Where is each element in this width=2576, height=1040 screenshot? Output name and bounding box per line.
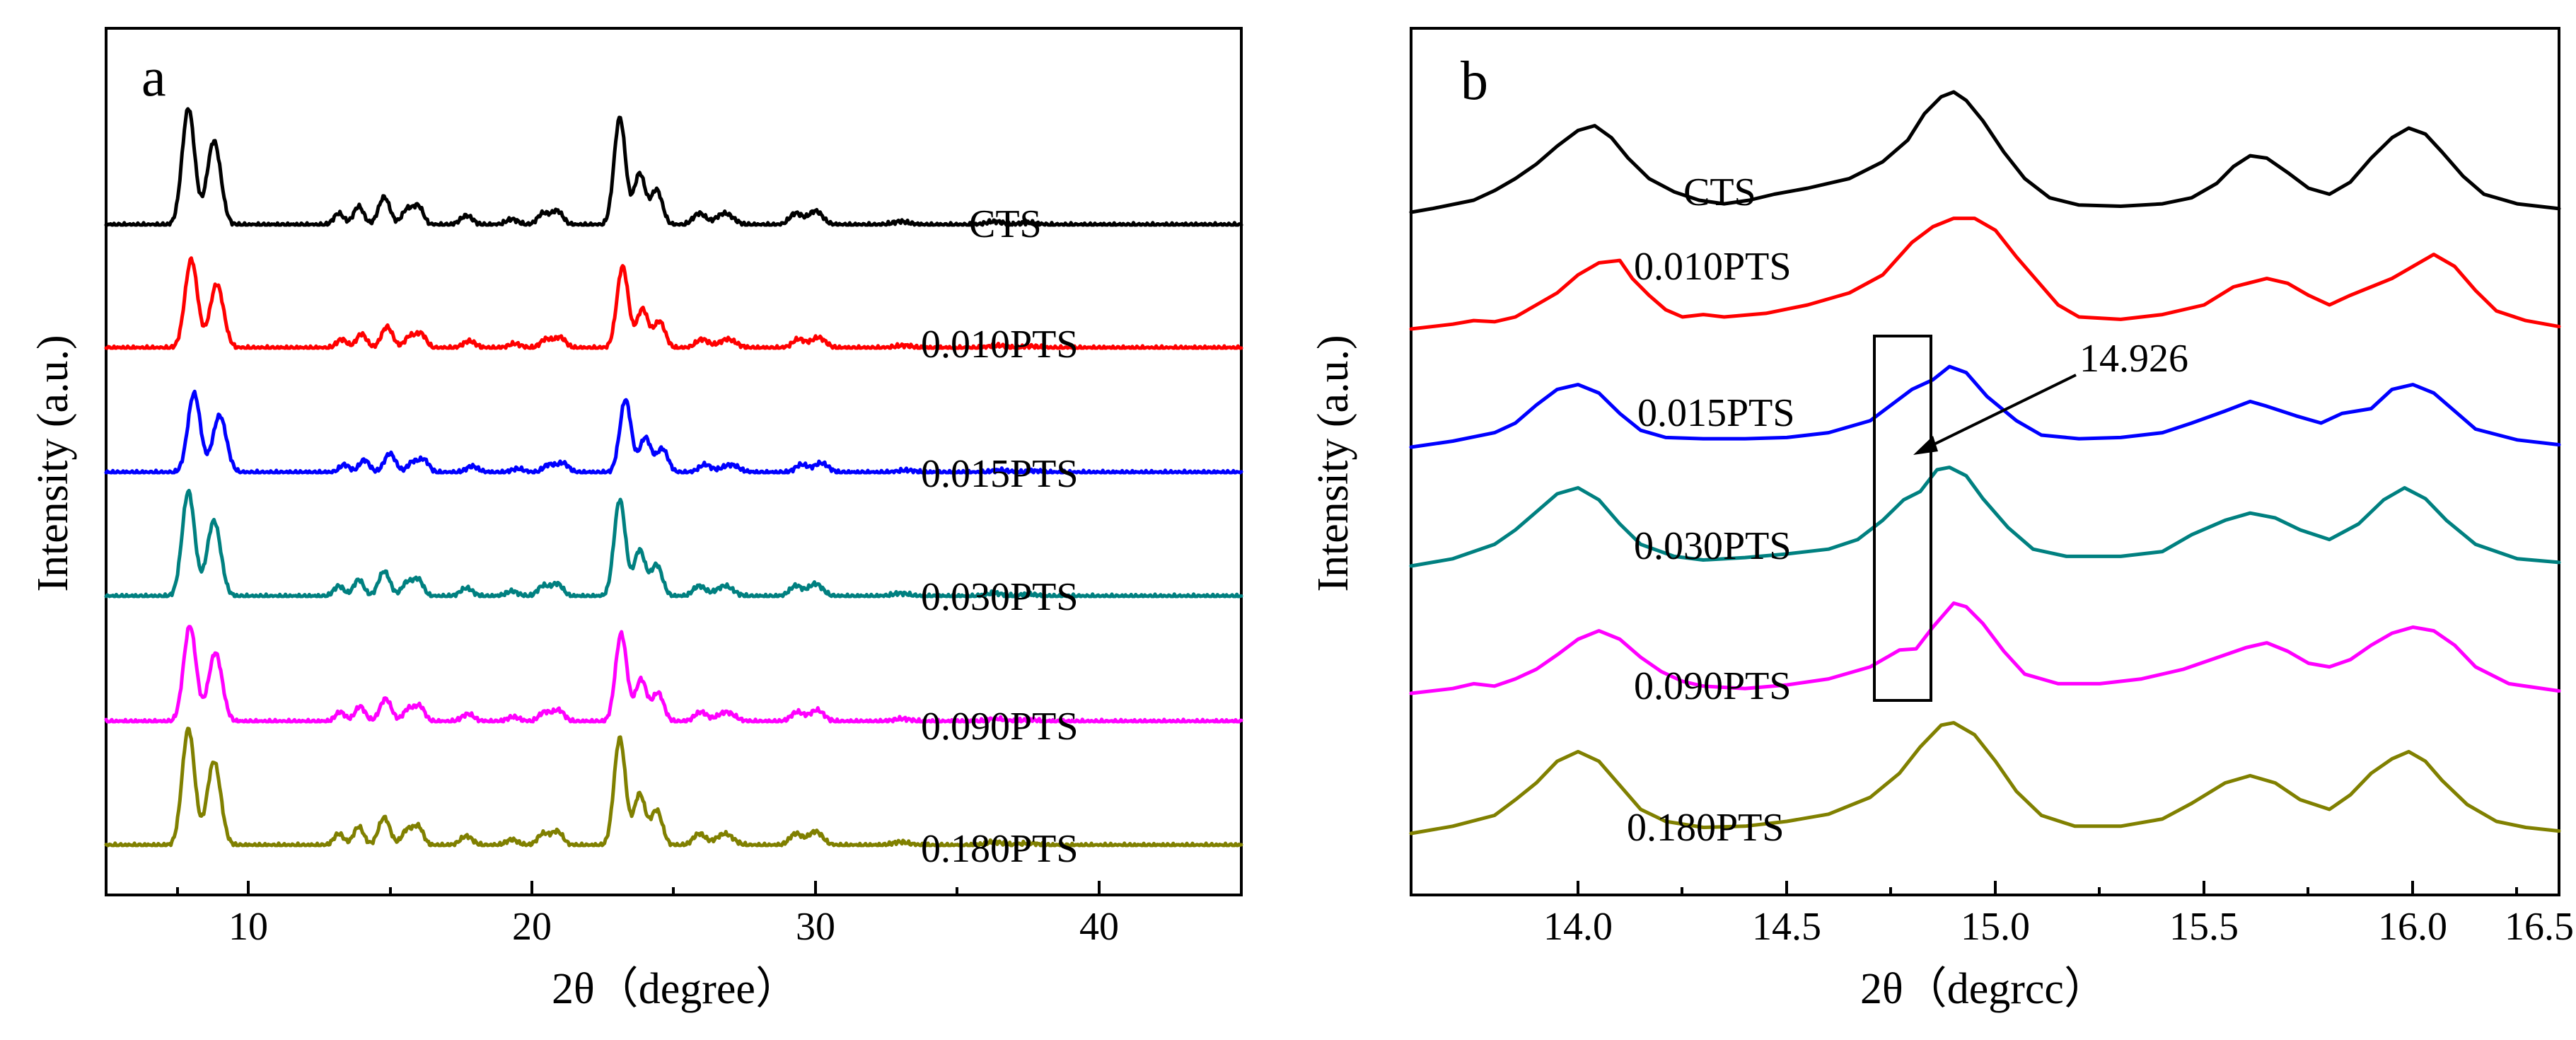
- panel-a-series-label-0030pts: 0.030PTS: [921, 575, 1079, 619]
- panel-b-series-label-0030pts: 0.030PTS: [1634, 524, 1792, 568]
- panel-b-traces: [1409, 90, 2561, 836]
- panel-b-series-label-0180pts: 0.180PTS: [1627, 806, 1785, 850]
- panel-b-plot-frame: [1410, 27, 2560, 896]
- panel-a-trace-0180pts: [104, 727, 1243, 848]
- panel-a-x-axis: 10 20 30 40: [176, 881, 1119, 949]
- panel-a-x-tick-label: 40: [1079, 905, 1119, 949]
- panel-b-series-label-0015pts: 0.015PTS: [1637, 391, 1795, 435]
- panel-b-trace-0010pts: [1409, 216, 2561, 331]
- panel-a-series-label-0010pts: 0.010PTS: [921, 323, 1079, 366]
- panel-a-trace-cts: [104, 107, 1243, 227]
- panel-b-x-tick-label: 15.0: [1961, 905, 2030, 949]
- panel-b-annotation-arrow-line: [1922, 374, 2077, 451]
- panel-a-series-labels: CTS 0.010PTS 0.015PTS 0.030PTS 0.090PTS …: [921, 202, 1079, 871]
- panel-b-trace-0180pts: [1409, 721, 2561, 836]
- panel-b-annotation-box: [1873, 335, 1932, 702]
- panel-a-series-label-cts: CTS: [969, 202, 1042, 246]
- panel-b-series-label-0090pts: 0.090PTS: [1634, 664, 1792, 708]
- panel-b-x-tick-label: 14.0: [1543, 905, 1613, 949]
- panel-a-x-tick-label: 10: [228, 905, 268, 949]
- panel-a-x-tick-label: 20: [512, 905, 552, 949]
- panel-a-traces: [104, 107, 1243, 848]
- panel-b-x-tick-label: 15.5: [2169, 905, 2239, 949]
- panel-b-trace-0015pts: [1409, 364, 2561, 449]
- panel-a-y-axis-label: Intensity (a.u.): [29, 335, 77, 591]
- panel-b-annotation-arrowhead: [1913, 436, 1938, 455]
- panel-b-trace-cts: [1409, 90, 2561, 214]
- panel-a-trace-0090pts: [104, 625, 1243, 724]
- panel-b-label: b: [1461, 50, 1488, 111]
- panel-a-trace-0015pts: [104, 389, 1243, 475]
- panel-a-series-label-0015pts: 0.015PTS: [921, 452, 1079, 496]
- panel-b-annotation-text: 14.926: [2079, 337, 2188, 381]
- panel-a-x-tick-label: 30: [796, 905, 835, 949]
- panel-b-trace-0090pts: [1409, 601, 2561, 695]
- panel-a-x-axis-label: 2θ（degree）: [552, 965, 799, 1013]
- panel-b-y-axis-label: Intensity (a.u.): [1309, 335, 1357, 591]
- panel-b-x-tick-label: 14.5: [1752, 905, 1821, 949]
- panel-b-x-axis: 14.0 14.5 15.0 15.5 16.0 16.5: [1543, 881, 2574, 949]
- panel-a-trace-0030pts: [104, 488, 1243, 599]
- panel-b-series-label-cts: CTS: [1683, 171, 1756, 214]
- panel-a-trace-0010pts: [104, 256, 1243, 350]
- panel-b-x-tick-label: 16.5: [2505, 905, 2574, 949]
- panel-b-trace-0030pts: [1409, 466, 2561, 568]
- panel-b-x-tick-label: 16.0: [2378, 905, 2447, 949]
- panel-b-x-axis-label: 2θ（degrcc）: [1860, 965, 2108, 1013]
- panel-b: b CTS 0.010PTS 0.015PTS 0.030PTS 0.090PT…: [1309, 27, 2574, 1013]
- panel-a-series-label-0180pts: 0.180PTS: [921, 827, 1079, 871]
- panel-a-series-label-0090pts: 0.090PTS: [921, 705, 1079, 749]
- panel-a: a CTS 0.010PTS 0.015PTS 0.030PTS 0.090PT…: [29, 27, 1243, 1013]
- panel-a-label: a: [141, 46, 166, 108]
- panel-b-series-label-0010pts: 0.010PTS: [1634, 245, 1792, 289]
- panel-b-series-labels: CTS 0.010PTS 0.015PTS 0.030PTS 0.090PTS …: [1627, 171, 1795, 850]
